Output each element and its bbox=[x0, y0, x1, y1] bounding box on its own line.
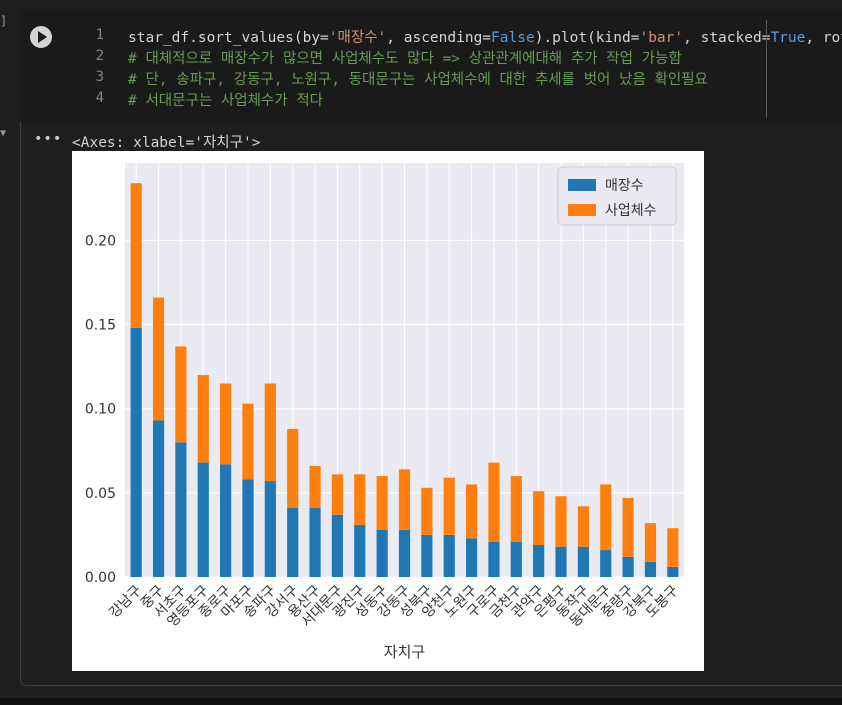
code-string: 'bar' bbox=[639, 30, 684, 46]
bar-segment bbox=[197, 462, 209, 577]
code-token: , ascending= bbox=[386, 30, 492, 46]
code-line-1[interactable]: star_df.sort_values(by='매장수', ascending=… bbox=[128, 26, 842, 47]
bar-segment bbox=[175, 442, 187, 577]
y-tick-label: 0.10 bbox=[85, 402, 116, 418]
editor-ruler bbox=[766, 20, 767, 118]
legend-swatch bbox=[568, 179, 596, 191]
bar-segment bbox=[331, 474, 344, 515]
bar-segment bbox=[331, 514, 344, 577]
bar-segment bbox=[644, 561, 657, 577]
bar-segment bbox=[533, 491, 545, 546]
bar-segment bbox=[622, 556, 634, 577]
output-text: <Axes: xlabel='자치구'> bbox=[72, 135, 261, 151]
bottom-bar bbox=[0, 698, 842, 705]
line-number: 4 bbox=[95, 90, 104, 106]
run-cell-button[interactable] bbox=[30, 26, 52, 48]
bar-segment bbox=[443, 534, 455, 577]
bar-segment bbox=[555, 546, 567, 577]
bar-segment bbox=[264, 481, 276, 577]
bar-segment bbox=[398, 469, 411, 530]
bar-segment bbox=[421, 534, 433, 577]
code-line-2[interactable]: # 대체적으로 매장수가 많으면 사업체수도 많다 => 상관관계에대해 추가 … bbox=[128, 51, 682, 67]
bar-segment bbox=[600, 484, 612, 551]
line-number: 2 bbox=[95, 48, 104, 64]
bar-segment bbox=[465, 538, 478, 577]
code-token: , rot=45) bbox=[805, 30, 842, 46]
play-icon bbox=[38, 31, 47, 43]
bar-chart: 0.000.050.100.150.20강남구중구서초구영등포구종로구마포구송파… bbox=[85, 163, 684, 661]
bar-segment bbox=[242, 403, 254, 480]
bar-segment bbox=[510, 476, 522, 542]
bar-segment bbox=[510, 541, 522, 577]
code-token: , stacked= bbox=[683, 30, 771, 46]
legend-swatch bbox=[568, 204, 596, 216]
code-string: '매장수' bbox=[328, 30, 387, 46]
bar-segment bbox=[354, 474, 366, 525]
bar-segment bbox=[533, 545, 545, 577]
bar-segment bbox=[220, 464, 232, 577]
bar-segment bbox=[242, 479, 254, 577]
bar-segment bbox=[667, 528, 679, 567]
bar-segment bbox=[376, 529, 388, 577]
y-tick-label: 0.00 bbox=[85, 570, 116, 586]
bar-segment bbox=[488, 462, 500, 542]
bar-segment bbox=[130, 327, 142, 577]
bar-segment bbox=[152, 297, 165, 421]
bar-segment bbox=[197, 375, 209, 463]
bar-segment bbox=[398, 529, 411, 577]
bar-segment bbox=[421, 487, 433, 535]
chevron-down-icon[interactable]: ▼ bbox=[0, 128, 7, 139]
code-token: star_df.sort_values(by= bbox=[128, 30, 329, 46]
line-number: 1 bbox=[95, 27, 104, 43]
chart-output: 0.00 0.05 0.10 0.15 0.20 강남구 중구 서초구 영등포구 종로구 마포구 송파… bbox=[72, 151, 704, 671]
code-keyword: True bbox=[770, 30, 806, 46]
bar-segment bbox=[264, 383, 276, 482]
y-tick-label: 0.15 bbox=[85, 318, 116, 334]
y-tick-label: 0.05 bbox=[85, 486, 116, 502]
code-line-3[interactable]: # 단, 송파구, 강동구, 노원구, 동대문구는 사업체수에 대한 추세를 벗… bbox=[128, 72, 708, 88]
code-editor[interactable] bbox=[20, 10, 842, 122]
legend-label: 사업체수 bbox=[605, 203, 657, 219]
more-horizontal-icon[interactable]: ••• bbox=[34, 131, 63, 147]
bar-segment bbox=[287, 428, 299, 508]
x-axis-label: 자치구 bbox=[384, 643, 425, 661]
bar-segment bbox=[309, 508, 321, 577]
bar-segment bbox=[130, 183, 142, 328]
bar-segment bbox=[555, 496, 567, 547]
line-number: 3 bbox=[95, 69, 104, 85]
code-token: ).plot(kind= bbox=[534, 30, 640, 46]
code-line-4[interactable]: # 서대문구는 사업체수가 적다 bbox=[128, 93, 323, 109]
bar-segment bbox=[577, 506, 589, 547]
bar-segment bbox=[354, 524, 366, 577]
bar-segment bbox=[152, 420, 165, 577]
bar-segment bbox=[443, 477, 455, 535]
bar-segment bbox=[309, 465, 321, 508]
bar-segment bbox=[175, 346, 187, 443]
bar-segment bbox=[622, 497, 634, 557]
y-tick-label: 0.20 bbox=[85, 233, 116, 249]
bar-segment bbox=[577, 546, 589, 577]
cell-gutter-bracket: ] bbox=[0, 14, 8, 28]
bar-segment bbox=[667, 566, 679, 577]
code-keyword: False bbox=[491, 30, 535, 46]
bar-segment bbox=[600, 550, 612, 577]
bar-segment bbox=[220, 383, 232, 465]
bar-segment bbox=[644, 523, 657, 562]
legend-label: 매장수 bbox=[605, 178, 644, 194]
bar-segment bbox=[488, 541, 500, 577]
bar-segment bbox=[287, 508, 299, 577]
bar-segment bbox=[465, 484, 478, 539]
bar-segment bbox=[376, 476, 388, 530]
